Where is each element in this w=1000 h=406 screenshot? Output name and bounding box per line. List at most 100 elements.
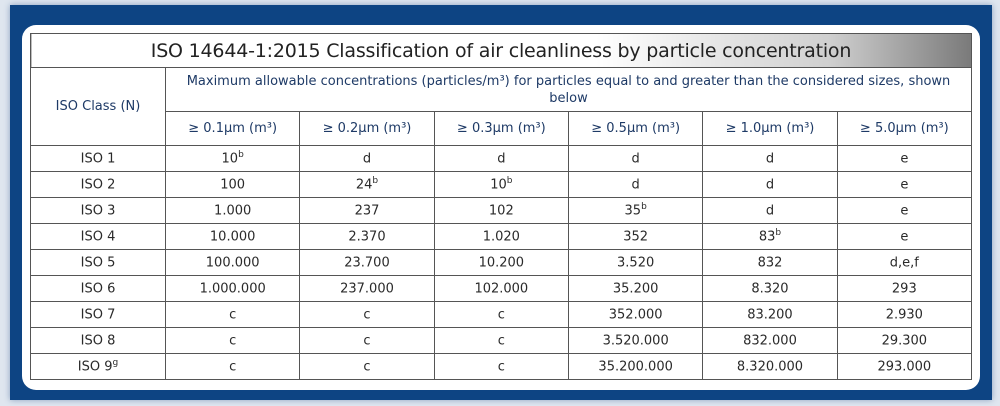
cell-value: 293.000 [877, 359, 932, 375]
iso-class-cell: ISO 9g [30, 353, 166, 380]
cell-value: 832 [757, 255, 783, 271]
concentration-cell: 2.930 [836, 301, 973, 328]
description-header: Maximum allowable concentrations (partic… [165, 67, 972, 112]
cell-value: 8.320.000 [736, 359, 804, 375]
cell-value: 10 [221, 151, 239, 167]
iso-class-label: ISO 2 [80, 177, 116, 193]
concentration-cell: 29.300 [836, 327, 973, 354]
cell-value: 1.020 [482, 229, 520, 245]
footnote-mark: g [112, 358, 119, 369]
cell-value: c [497, 333, 505, 349]
concentration-cell: d [433, 145, 569, 172]
concentration-cell: 1.000 [164, 197, 301, 224]
concentration-cell: c [433, 327, 569, 354]
concentration-cell: c [299, 353, 435, 380]
cell-value: 29.300 [881, 333, 928, 349]
concentration-cell: e [836, 197, 973, 224]
concentration-cell: 35.200 [567, 275, 704, 302]
cell-value: e [900, 177, 909, 193]
footnote-mark: b [641, 202, 647, 213]
cell-value: c [363, 359, 371, 375]
cell-value: 832.000 [743, 333, 797, 349]
cell-value: d [497, 151, 506, 167]
cell-value: 2.930 [885, 307, 923, 323]
column-header: ≥ 0.2µm (m³) [299, 111, 435, 146]
concentration-cell: c [164, 327, 301, 354]
cell-value: d [765, 151, 775, 167]
footnote-mark: b [238, 150, 244, 161]
cell-value: 35.200 [612, 281, 659, 297]
concentration-cell: d [702, 171, 838, 198]
concentration-cell: e [836, 171, 973, 198]
column-header: ≥ 0.1µm (m³) [164, 111, 301, 146]
concentration-cell: 35b [567, 197, 704, 224]
cell-value: 100 [220, 177, 246, 193]
iso-class-cell: ISO 3 [30, 197, 166, 224]
iso-class-cell: ISO 4 [30, 223, 166, 250]
iso-class-label: ISO 6 [80, 281, 116, 297]
cell-value: 2.370 [348, 229, 386, 245]
concentration-cell: d [567, 171, 704, 198]
iso-class-label: ISO 4 [80, 229, 116, 245]
cell-value: c [229, 333, 237, 349]
cell-value: 83 [758, 229, 776, 245]
iso-class-label: ISO 3 [80, 203, 116, 219]
iso-class-cell: ISO 6 [30, 275, 166, 302]
table-row: ISO 8 c c c 3.520.000 832.000 29.300 [30, 327, 973, 354]
cell-value: d [765, 203, 775, 219]
footnote-mark: b [506, 176, 513, 187]
concentration-cell: 10b [433, 171, 569, 198]
cell-value: c [229, 359, 237, 375]
class-header: ISO Class (N) [30, 67, 166, 146]
cell-value: 23.700 [344, 255, 390, 271]
concentration-cell: d,e,f [836, 249, 973, 276]
cell-value: 35.200.000 [598, 359, 673, 375]
concentration-cell: 8.320 [702, 275, 838, 302]
cell-value: 35 [624, 203, 642, 219]
concentration-cell: 8.320.000 [702, 353, 838, 380]
table-row: ISO 6 1.000.000 237.000 102.000 35.200 8.320 2… [30, 275, 973, 302]
table-row: ISO 1 10b d d d d e [30, 145, 973, 172]
cell-value: c [497, 359, 505, 375]
table-row: ISO 2 100 24b 10b d d e [30, 171, 973, 198]
cell-value: 352.000 [608, 307, 663, 323]
cell-value: 10 [490, 177, 507, 193]
cell-value: e [900, 151, 909, 167]
footnote-mark: b [372, 176, 379, 187]
cell-value: c [363, 333, 371, 349]
concentration-cell: 832 [702, 249, 838, 276]
concentration-cell: 237.000 [299, 275, 435, 302]
concentration-cell: 83.200 [702, 301, 838, 328]
concentration-cell: 24b [299, 171, 435, 198]
cell-value: 100.000 [205, 255, 260, 271]
concentration-cell: 2.370 [299, 223, 435, 250]
table-body: ISO 1 10b d d d d e ISO 2 100 24b 10b d d e ISO 3 1.000… [30, 145, 973, 380]
cell-value: 352 [623, 229, 649, 245]
column-header: ≥ 0.3µm (m³) [433, 111, 569, 146]
footnote-mark: b [775, 228, 782, 239]
cell-value: d [631, 177, 640, 193]
cell-value: 3.520.000 [602, 333, 669, 349]
concentration-cell: c [164, 301, 301, 328]
cell-value: d [765, 177, 775, 193]
cell-value: 237.000 [340, 281, 394, 297]
cell-value: 102 [488, 203, 514, 219]
concentration-cell: 352 [567, 223, 704, 250]
concentration-cell: c [433, 353, 569, 380]
cell-value: d [631, 151, 640, 167]
concentration-cell: 102 [433, 197, 569, 224]
concentration-cell: 83b [702, 223, 838, 250]
iso-class-label: ISO 9 [77, 359, 113, 375]
cell-value: 10.000 [209, 229, 256, 245]
concentration-cell: 293.000 [836, 353, 973, 380]
cell-value: e [900, 203, 909, 219]
iso-class-label: ISO 8 [80, 333, 116, 349]
cell-value: c [497, 307, 505, 323]
column-header: ≥ 5.0µm (m³) [836, 111, 973, 146]
concentration-cell: 3.520 [567, 249, 704, 276]
iso-class-cell: ISO 5 [30, 249, 166, 276]
cell-value: 83.200 [747, 307, 793, 323]
cell-value: 1.000.000 [199, 281, 266, 297]
table-row: ISO 4 10.000 2.370 1.020 352 83b e [30, 223, 973, 250]
concentration-cell: 1.020 [433, 223, 569, 250]
